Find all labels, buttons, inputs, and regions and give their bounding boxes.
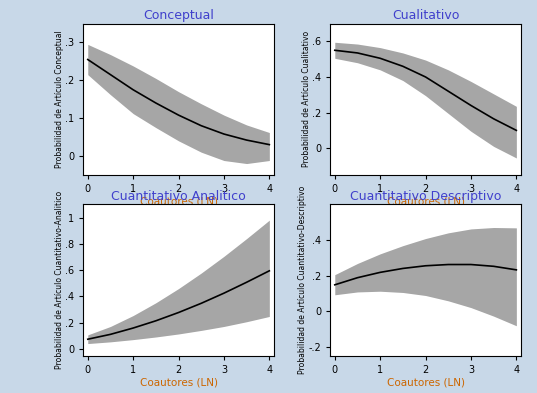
Title: Conceptual: Conceptual: [143, 9, 214, 22]
X-axis label: Coautores (LN): Coautores (LN): [387, 196, 465, 207]
X-axis label: Coautores (LN): Coautores (LN): [140, 377, 217, 387]
X-axis label: Coautores (LN): Coautores (LN): [140, 196, 217, 207]
Y-axis label: Probabilidad de Artículo Cualitativo: Probabilidad de Artículo Cualitativo: [302, 31, 310, 167]
Title: Cuantitativo Analitico: Cuantitativo Analitico: [111, 190, 246, 203]
Title: Cualitativo: Cualitativo: [392, 9, 459, 22]
X-axis label: Coautores (LN): Coautores (LN): [387, 377, 465, 387]
Y-axis label: Probabilidad de Artículo Cuantitativo-Analitico: Probabilidad de Artículo Cuantitativo-An…: [55, 191, 63, 369]
Y-axis label: Probabilidad de Artículo Conceptual: Probabilidad de Artículo Conceptual: [55, 30, 63, 168]
Y-axis label: Probabilidad de Artículo Cuantitativo-Descriptivo: Probabilidad de Artículo Cuantitativo-De…: [298, 186, 307, 374]
Title: Cuantitativo Descriptivo: Cuantitativo Descriptivo: [350, 190, 501, 203]
